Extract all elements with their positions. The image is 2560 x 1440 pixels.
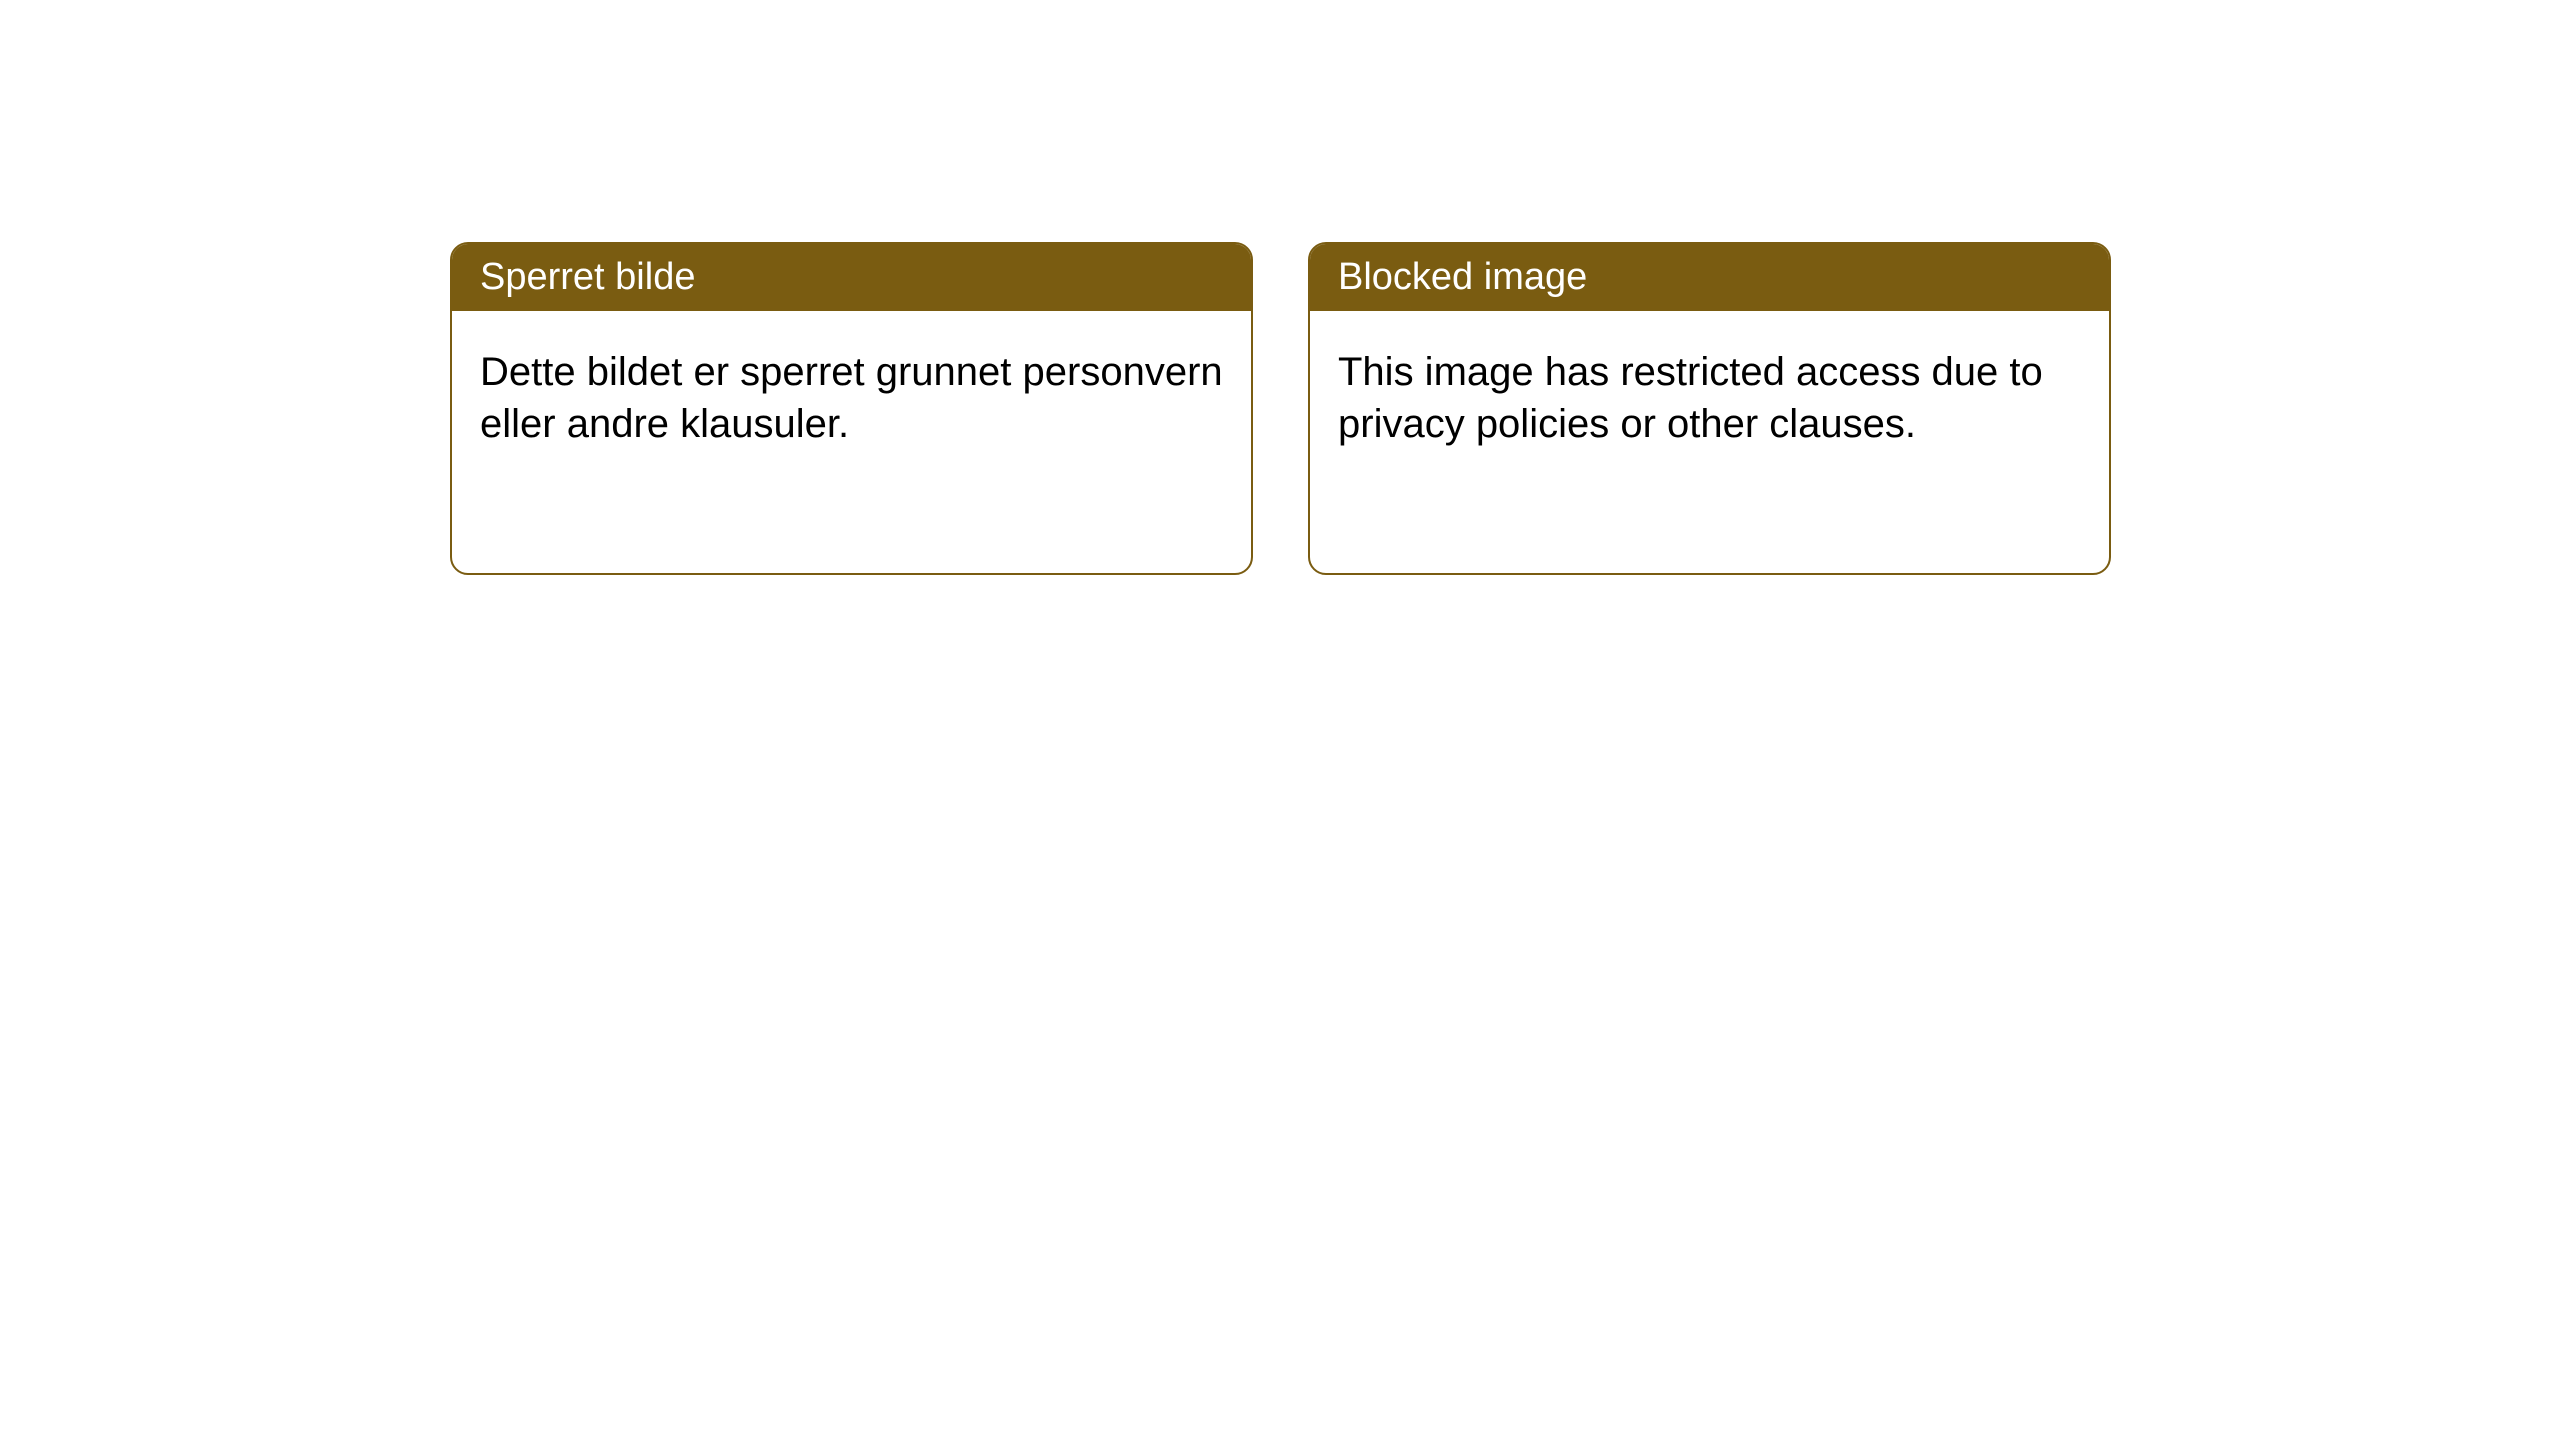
notice-cards-container: Sperret bilde Dette bildet er sperret gr… [450, 242, 2560, 575]
card-header: Sperret bilde [452, 244, 1251, 311]
card-body-text: Dette bildet er sperret grunnet personve… [480, 350, 1223, 446]
card-header-text: Sperret bilde [480, 256, 695, 298]
card-header-text: Blocked image [1338, 256, 1587, 298]
card-body-text: This image has restricted access due to … [1338, 350, 2043, 446]
card-header: Blocked image [1310, 244, 2109, 311]
notice-card-norwegian: Sperret bilde Dette bildet er sperret gr… [450, 242, 1253, 575]
notice-card-english: Blocked image This image has restricted … [1308, 242, 2111, 575]
card-body: This image has restricted access due to … [1310, 311, 2109, 485]
card-body: Dette bildet er sperret grunnet personve… [452, 311, 1251, 485]
